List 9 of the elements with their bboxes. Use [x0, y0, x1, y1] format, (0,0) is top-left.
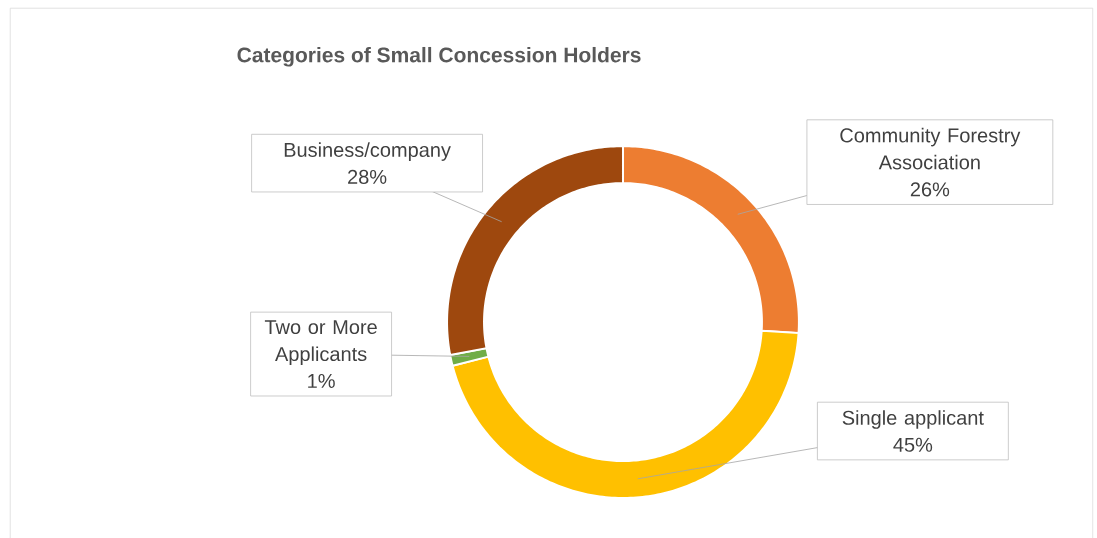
- slice-label: Community Forestry Association: [840, 127, 1021, 170]
- data-label: 28%: [348, 169, 387, 184]
- slice-label: Single applicant: [842, 410, 984, 429]
- data-label: 26%: [910, 182, 950, 197]
- slice-label: Two or More Applicants: [264, 319, 377, 365]
- data-label: 1%: [308, 373, 335, 388]
- slice-label: Business/company: [284, 142, 451, 161]
- data-label: 45%: [893, 437, 933, 452]
- chart-title: Categories of Small Concession Holders: [237, 46, 641, 67]
